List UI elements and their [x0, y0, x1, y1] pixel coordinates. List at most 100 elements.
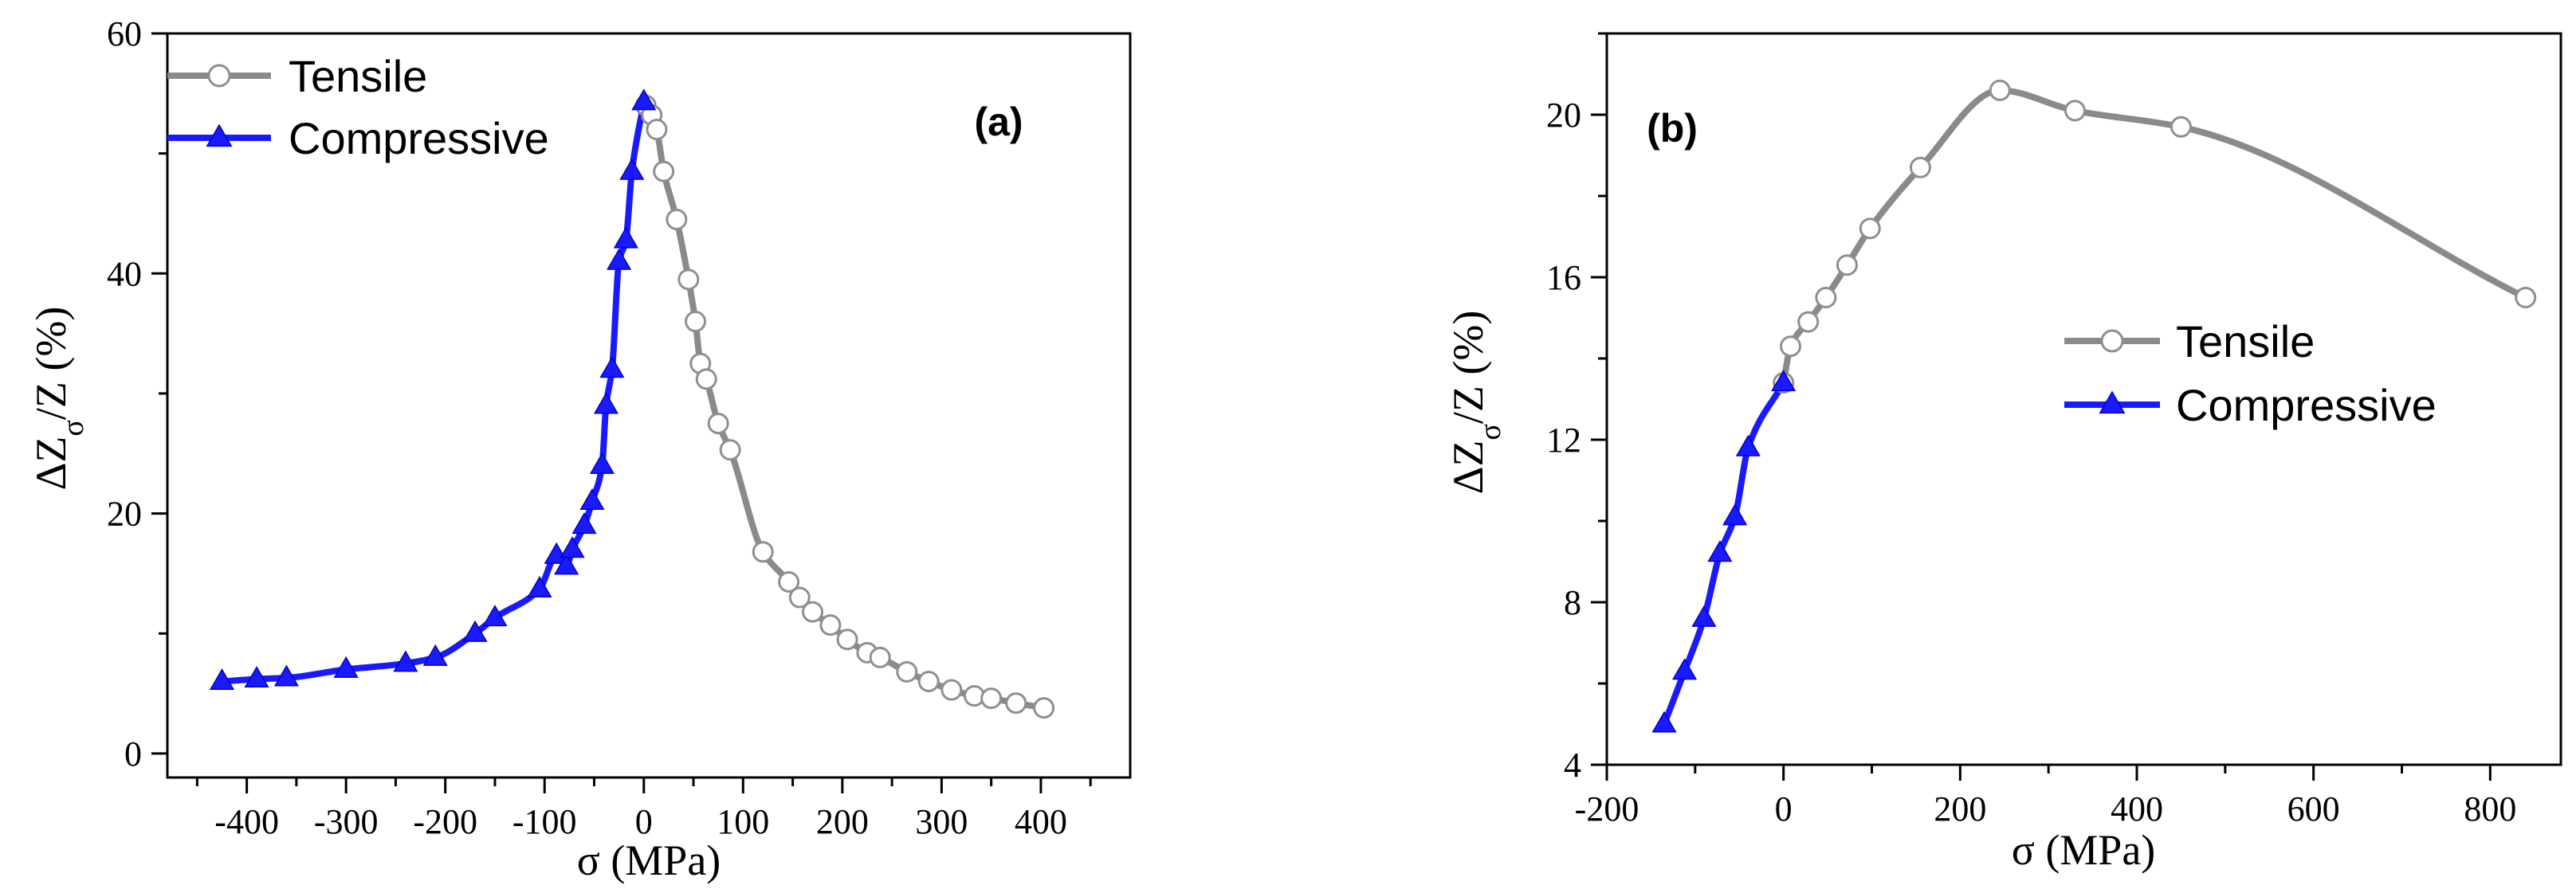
- y-tick-label: 16: [1546, 258, 1581, 297]
- x-tick-label: -200: [413, 802, 477, 841]
- data-point-tensile: [666, 209, 688, 230]
- y-tick-label: 20: [1546, 96, 1581, 135]
- data-point-compressive: [589, 452, 615, 474]
- x-tick-label: -100: [512, 802, 577, 841]
- x-tick-label: 400: [1015, 802, 1067, 841]
- data-point-tensile: [653, 160, 675, 182]
- y-axis-title: ΔZσ/Z (%): [27, 307, 90, 491]
- data-point-tensile: [2170, 116, 2192, 138]
- y-axis-title-subscript: σ: [57, 420, 90, 436]
- x-tick-label: 400: [2111, 789, 2163, 828]
- chart-panel-a: -400 -300 -200 -100 0 100 200 300 400 0 20 40 60 Tens…: [27, 14, 1132, 884]
- data-point-compressive: [599, 356, 625, 378]
- panel-label: (b): [1647, 106, 1698, 151]
- data-point-compressive: [244, 665, 269, 687]
- data-point-compressive: [1771, 370, 1797, 392]
- data-point-compressive: [607, 248, 632, 270]
- data-point-tensile: [869, 646, 891, 668]
- data-point-compressive: [333, 656, 359, 678]
- data-point-compressive: [1735, 434, 1761, 456]
- plot-frame: [166, 32, 1132, 779]
- legend-label: Compressive: [2176, 380, 2437, 430]
- data-point-compressive: [273, 664, 299, 687]
- data-point-compressive: [560, 536, 585, 558]
- data-point-tensile: [801, 601, 823, 623]
- x-tick-label: 0: [1775, 789, 1793, 828]
- y-axis-title-main: ΔZ: [27, 437, 75, 491]
- x-tick-label: 200: [1934, 789, 1986, 828]
- data-point-compressive: [554, 553, 579, 575]
- x-tick-label: 800: [2464, 789, 2516, 828]
- x-tick-label: 300: [915, 802, 968, 841]
- chart-panel-b: -200 0 200 400 600 800 4 8 12 16 20 Tensile Compress…: [1444, 32, 2562, 874]
- y-axis-title-main: ΔZ: [1444, 441, 1492, 495]
- legend-label: Tensile: [2176, 316, 2315, 366]
- x-tick-label: 0: [635, 802, 653, 841]
- data-point-tensile: [707, 413, 729, 435]
- x-axis-title: σ (MPa): [2012, 826, 2156, 874]
- data-point-tensile: [695, 368, 717, 390]
- data-point-tensile: [1909, 156, 1931, 178]
- legend-marker: [207, 64, 231, 88]
- data-point-tensile: [1033, 697, 1055, 719]
- data-point-compressive: [462, 620, 488, 642]
- data-point-compressive: [593, 392, 618, 414]
- data-point-compressive: [482, 605, 508, 627]
- data-point-tensile: [1859, 217, 1881, 240]
- x-tick-label: 200: [816, 802, 869, 841]
- panel-label: (a): [974, 100, 1023, 144]
- data-point-compressive: [613, 226, 638, 249]
- y-tick-label: 60: [107, 14, 142, 53]
- y-tick-label: 4: [1564, 746, 1581, 785]
- data-point-tensile: [896, 660, 918, 683]
- data-point-tensile: [1780, 335, 1802, 358]
- data-point-compressive: [579, 488, 605, 511]
- data-point-compressive: [1707, 540, 1733, 562]
- legend-marker: [2099, 390, 2126, 414]
- data-point-compressive: [422, 644, 448, 666]
- x-axis-title: σ (MPa): [577, 836, 721, 884]
- data-point-compressive: [1671, 658, 1698, 680]
- y-tick-label: 20: [107, 495, 142, 534]
- y-tick-label: 8: [1564, 583, 1581, 622]
- data-point-tensile: [1836, 254, 1858, 276]
- data-point-tensile: [836, 629, 858, 651]
- data-point-tensile: [819, 614, 842, 636]
- y-tick-label: 40: [107, 254, 142, 293]
- x-tick-label: 600: [2287, 789, 2340, 828]
- x-tick-label: -200: [1575, 789, 1639, 828]
- series-line-compressive: [218, 98, 647, 685]
- y-axis-title: ΔZσ/Z (%): [1444, 311, 1507, 495]
- data-point-tensile: [752, 541, 774, 563]
- data-point-tensile: [1005, 692, 1027, 715]
- data-point-compressive: [544, 542, 569, 564]
- x-tick-label: -300: [314, 802, 379, 841]
- data-point-tensile: [917, 670, 940, 692]
- data-point-tensile: [788, 586, 811, 609]
- legend-marker: [2100, 329, 2124, 353]
- plot-frame: [1605, 32, 2562, 766]
- data-point-tensile: [1989, 79, 2011, 101]
- data-point-tensile: [980, 687, 1003, 710]
- data-point-compressive: [1722, 503, 1748, 526]
- data-point-tensile: [2064, 100, 2086, 122]
- x-tick-label: 100: [717, 802, 769, 841]
- y-axis-title-rest: /Z (%): [1444, 311, 1492, 424]
- legend-marker: [206, 123, 233, 147]
- data-point-compressive: [571, 512, 597, 535]
- data-point-tensile: [778, 570, 800, 593]
- legend-label: Tensile: [289, 51, 427, 101]
- data-point-tensile: [1815, 287, 1837, 308]
- data-point-compressive: [1691, 605, 1717, 627]
- series-line-tensile: [642, 102, 1047, 711]
- data-point-tensile: [1797, 311, 1820, 333]
- data-point-compressive: [527, 575, 552, 597]
- data-point-tensile: [646, 119, 668, 141]
- data-point-compressive: [619, 158, 645, 180]
- data-point-tensile: [940, 679, 963, 701]
- y-axis-title-subscript: σ: [1474, 424, 1507, 440]
- data-point-compressive: [631, 88, 657, 111]
- y-tick-label: 12: [1546, 421, 1581, 460]
- data-point-tensile: [677, 268, 700, 291]
